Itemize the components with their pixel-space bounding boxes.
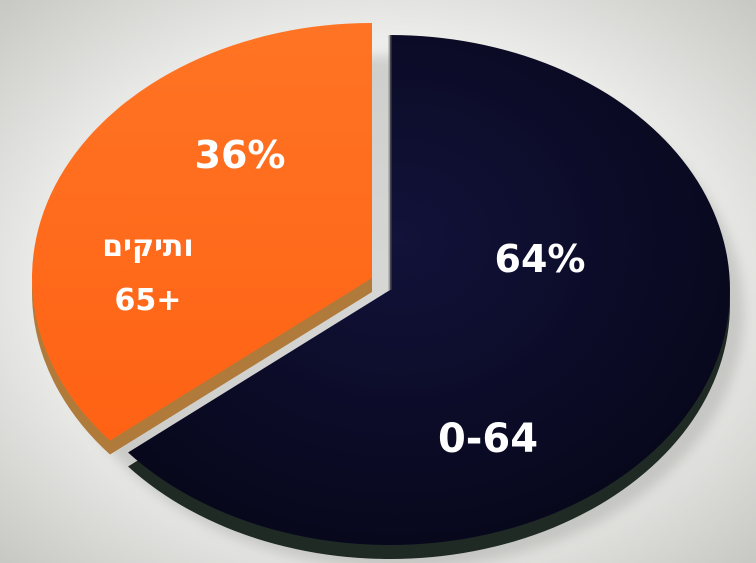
data-label-under-65-category: 0-64: [438, 416, 538, 462]
data-label-over-65-category-line2: 65+: [115, 283, 182, 318]
data-label-over-65-category-line1: ותיקים: [102, 229, 193, 264]
pie-slice-over-65: [31, 23, 373, 441]
data-label-over-65-percent: 36%: [195, 133, 286, 177]
pie-slice-under-65: [128, 35, 730, 545]
data-label-under-65-percent: 64%: [495, 237, 586, 281]
